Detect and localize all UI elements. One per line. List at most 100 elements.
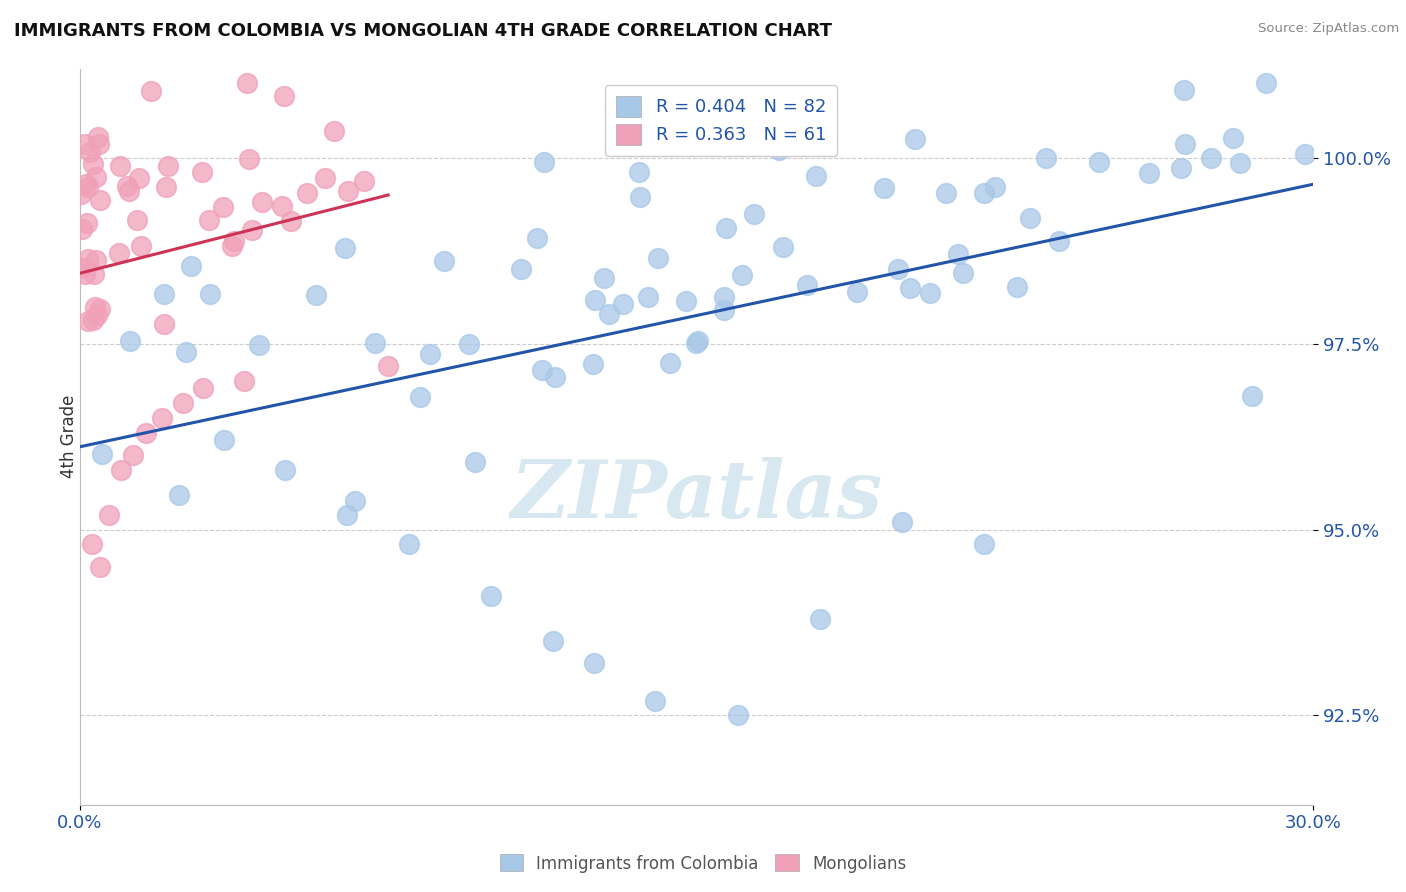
Point [582, 657, 605, 671]
Point [233, 374, 256, 388]
Point [79, 145, 101, 160]
Point [70, 260, 93, 275]
Point [1088, 155, 1111, 169]
Point [433, 254, 456, 268]
Point [191, 165, 214, 179]
Point [89, 193, 111, 207]
Point [118, 184, 141, 198]
Point [543, 370, 565, 384]
Point [280, 214, 302, 228]
Point [110, 463, 132, 477]
Point [744, 207, 766, 221]
Point [323, 123, 346, 137]
Point [76, 252, 98, 266]
Point [731, 268, 754, 283]
Point [419, 347, 441, 361]
Point [1294, 147, 1316, 161]
Point [686, 334, 709, 348]
Point [593, 271, 616, 285]
Point [612, 297, 634, 311]
Point [84, 252, 107, 267]
Point [86, 308, 108, 322]
Point [295, 186, 318, 201]
Point [727, 708, 749, 723]
Point [845, 285, 868, 299]
Point [1240, 389, 1263, 403]
Point [197, 212, 219, 227]
Point [97, 508, 120, 522]
Point [808, 612, 831, 626]
Point [457, 336, 479, 351]
Point [82, 157, 104, 171]
Point [464, 455, 486, 469]
Point [628, 190, 651, 204]
Point [685, 335, 707, 350]
Point [122, 448, 145, 462]
Point [115, 178, 138, 193]
Point [891, 515, 914, 529]
Point [271, 199, 294, 213]
Point [70, 187, 93, 202]
Point [1174, 137, 1197, 152]
Point [193, 381, 215, 395]
Point [75, 177, 97, 191]
Point [86, 129, 108, 144]
Point [1170, 161, 1192, 176]
Point [658, 356, 681, 370]
Point [952, 266, 974, 280]
Point [304, 288, 326, 302]
Point [150, 411, 173, 425]
Point [364, 336, 387, 351]
Point [768, 144, 790, 158]
Point [772, 240, 794, 254]
Point [973, 537, 995, 551]
Point [84, 300, 107, 314]
Point [946, 247, 969, 261]
Point [153, 317, 176, 331]
Point [135, 425, 157, 440]
Point [873, 181, 896, 195]
Point [796, 278, 818, 293]
Point [336, 184, 359, 198]
Point [1047, 234, 1070, 248]
Point [343, 494, 366, 508]
Point [973, 186, 995, 201]
Point [353, 174, 375, 188]
Point [211, 200, 233, 214]
Point [89, 559, 111, 574]
Point [273, 89, 295, 103]
Point [172, 396, 194, 410]
Point [75, 136, 97, 151]
Point [83, 267, 105, 281]
Point [129, 239, 152, 253]
Point [583, 293, 606, 307]
Point [89, 301, 111, 316]
Point [647, 252, 669, 266]
Point [274, 463, 297, 477]
Point [1137, 166, 1160, 180]
Point [1199, 151, 1222, 165]
Point [713, 290, 735, 304]
Point [526, 231, 548, 245]
Legend: Immigrants from Colombia, Mongolians: Immigrants from Colombia, Mongolians [494, 847, 912, 880]
Point [200, 287, 222, 301]
Text: ZIPatlas: ZIPatlas [510, 457, 883, 534]
Point [541, 634, 564, 648]
Point [1173, 83, 1195, 97]
Point [176, 344, 198, 359]
Point [644, 693, 666, 707]
Point [250, 195, 273, 210]
Point [82, 537, 104, 551]
Point [1256, 76, 1278, 90]
Point [76, 216, 98, 230]
Point [1035, 151, 1057, 165]
Point [76, 180, 98, 194]
Point [637, 290, 659, 304]
Point [236, 76, 259, 90]
Point [904, 132, 927, 146]
Point [120, 334, 142, 348]
Point [221, 239, 243, 253]
Point [598, 308, 620, 322]
Point [1019, 211, 1042, 225]
Point [1229, 155, 1251, 169]
